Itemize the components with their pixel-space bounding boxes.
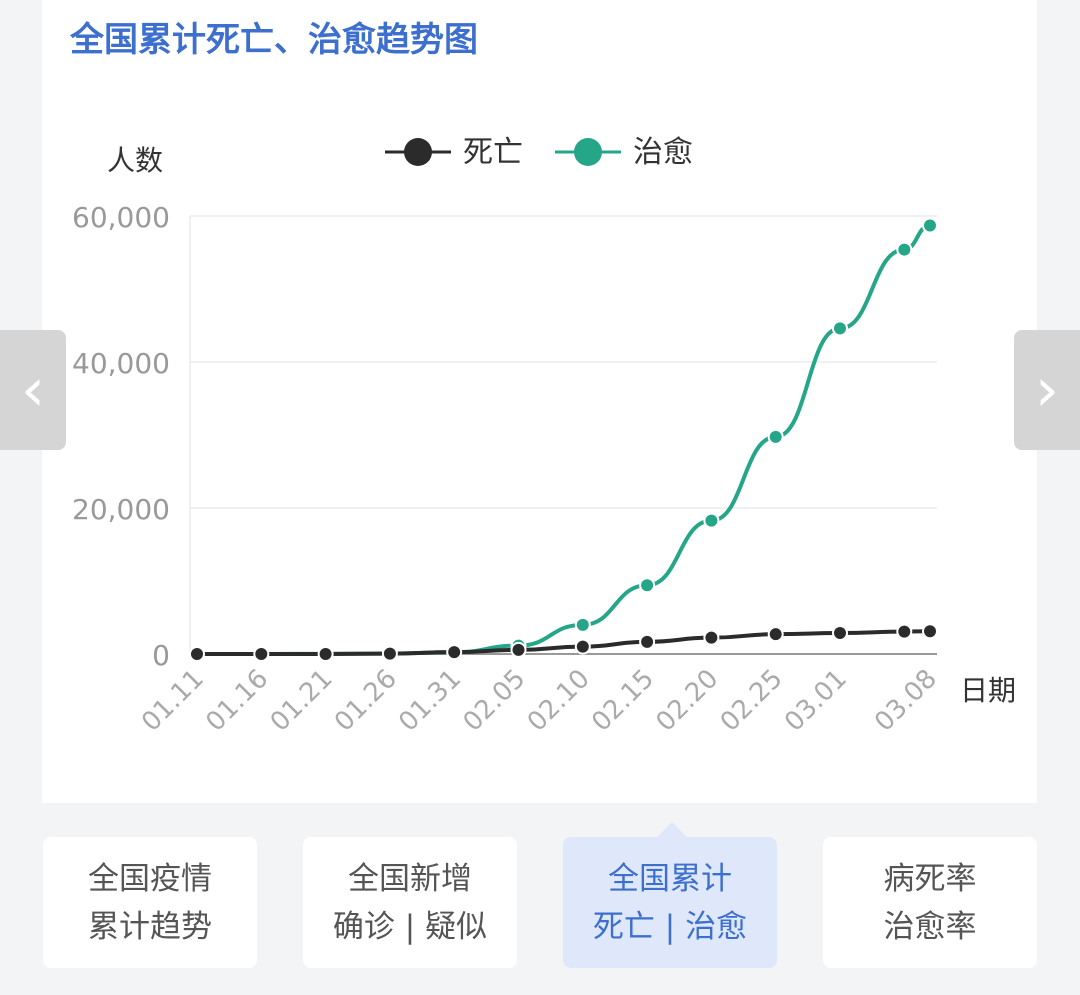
x-tick-label: 03.08	[869, 664, 943, 738]
tab-label: 治愈率	[883, 908, 977, 945]
y-tick-label: 0	[152, 639, 170, 672]
next-button[interactable]: ›	[1014, 330, 1080, 450]
x-tick-label: 02.25	[715, 664, 789, 738]
x-tick-label: 02.15	[586, 664, 660, 738]
data-point-death	[767, 626, 784, 643]
data-point-death	[446, 644, 463, 661]
active-tab-pointer	[657, 822, 687, 837]
data-point-death	[639, 633, 656, 650]
data-point-death	[381, 645, 398, 662]
x-tick-label: 01.16	[200, 664, 274, 738]
data-point-death	[922, 623, 938, 640]
data-point-death	[189, 646, 205, 662]
data-point-cured	[896, 241, 913, 258]
y-tick-label: 40,000	[72, 347, 170, 380]
tab-label: 死亡 | 治愈	[592, 908, 748, 945]
x-tick-label: 01.21	[265, 664, 339, 738]
data-point-cured	[703, 512, 720, 529]
data-point-cured	[639, 577, 656, 594]
data-point-cured	[767, 428, 784, 445]
data-point-death	[510, 641, 527, 658]
tab-label: 病死率	[883, 860, 977, 897]
data-point-death	[317, 645, 334, 662]
chart-tabs: 全国疫情累计趋势 全国新增确诊 | 疑似 全国累计死亡 | 治愈 病死率治愈率	[43, 837, 1037, 969]
x-axis-label: 日期	[960, 674, 1016, 707]
page-title: 全国累计死亡、治愈趋势图	[70, 20, 478, 60]
data-point-death	[832, 625, 848, 642]
chevron-right-icon: ›	[1035, 355, 1059, 425]
chevron-left-icon: ‹	[21, 355, 45, 425]
tab-new-confirmed-suspected[interactable]: 全国新增确诊 | 疑似	[303, 837, 517, 968]
legend-marker	[574, 138, 602, 166]
tab-death-cure-rate[interactable]: 病死率 治愈率	[823, 837, 1037, 968]
y-axis-label: 人数	[107, 144, 163, 177]
x-tick-label: 03.01	[779, 664, 853, 738]
x-tick-label: 01.26	[329, 664, 403, 738]
line-chart: 020,00040,00060,000人数日期01.1101.1601.2101…	[72, 135, 1016, 738]
tab-cumulative-trend[interactable]: 全国疫情 累计趋势	[43, 837, 257, 968]
tab-label: 全国疫情	[88, 860, 212, 897]
data-point-death	[574, 638, 591, 655]
y-tick-label: 20,000	[72, 493, 170, 526]
x-tick-label: 02.05	[458, 664, 532, 738]
chart-card	[42, 0, 1037, 803]
tab-label: 全国新增	[348, 860, 472, 897]
series-line-death	[197, 629, 931, 656]
legend-label: 死亡	[463, 135, 523, 170]
prev-button[interactable]: ‹	[0, 330, 66, 450]
data-point-cured	[832, 320, 848, 337]
tab-death-cured[interactable]: 全国累计死亡 | 治愈	[563, 837, 777, 968]
data-point-death	[896, 623, 913, 640]
legend-marker	[404, 138, 432, 166]
x-tick-label: 02.20	[651, 664, 725, 738]
legend-label: 治愈	[633, 135, 693, 170]
data-point-death	[703, 629, 720, 646]
x-tick-label: 01.11	[136, 664, 210, 738]
x-tick-label: 01.31	[393, 664, 467, 738]
tab-label: 全国累计	[608, 860, 732, 897]
data-point-cured	[574, 616, 591, 633]
x-tick-label: 02.10	[522, 664, 596, 738]
data-point-cured	[922, 217, 938, 234]
tab-label: 确诊 | 疑似	[332, 908, 488, 945]
data-point-death	[253, 646, 270, 662]
series-line-cured	[196, 223, 931, 656]
y-tick-label: 60,000	[72, 201, 170, 234]
tab-label: 累计趋势	[88, 908, 212, 945]
